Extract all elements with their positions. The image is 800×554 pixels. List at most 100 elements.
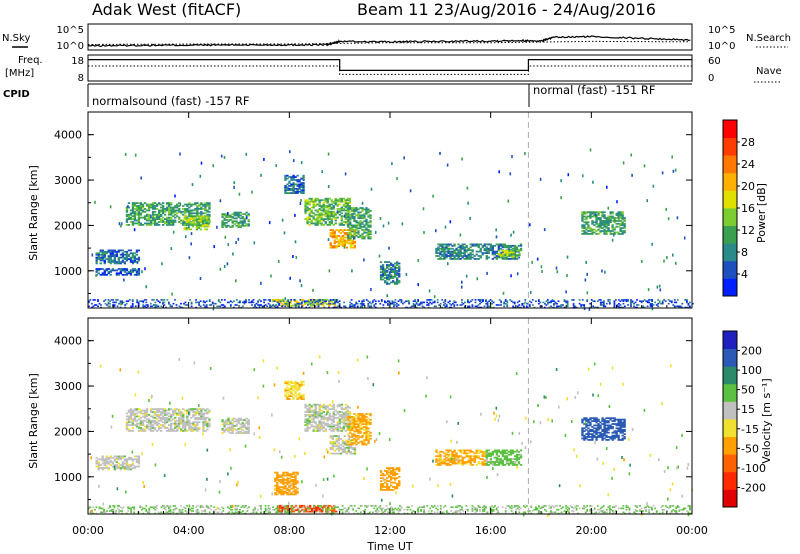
velocity-cell <box>316 412 319 415</box>
velocity-cell <box>355 443 358 446</box>
velocity-cell <box>107 468 110 471</box>
velocity-cell <box>328 415 331 418</box>
power-cell <box>305 300 308 302</box>
power-cell <box>139 222 143 225</box>
velocity-cell <box>188 419 191 422</box>
power-cell <box>589 211 592 214</box>
power-cell <box>623 218 626 221</box>
velocity-cell <box>335 438 338 440</box>
power-cell <box>121 255 124 258</box>
power-cell <box>170 202 173 204</box>
velocity-cell <box>180 430 183 432</box>
power-cell <box>288 192 291 194</box>
power-cell <box>178 209 181 212</box>
power-scatter-dot <box>213 245 215 249</box>
power-cell <box>597 233 600 235</box>
power-cell <box>233 213 236 215</box>
power-cell <box>390 302 392 305</box>
power-cell <box>384 300 386 302</box>
power-scatter-dot <box>510 274 512 278</box>
velocity-cell <box>241 425 244 427</box>
power-cell <box>147 213 151 216</box>
power-cell <box>453 258 456 260</box>
velocity-cell <box>312 418 315 421</box>
power-cell <box>180 302 182 305</box>
power-cell <box>183 228 186 231</box>
power-cell <box>284 189 287 192</box>
power-cell <box>281 303 285 306</box>
velocity-cell <box>294 489 297 491</box>
power-cell <box>619 227 622 229</box>
power-cell <box>121 300 123 302</box>
power-cell <box>314 205 317 207</box>
power-cell <box>583 224 586 227</box>
power-cell <box>585 221 588 224</box>
power-cell <box>286 189 289 192</box>
power-cell <box>178 210 181 213</box>
power-cell <box>279 301 283 304</box>
power-cell <box>137 258 141 260</box>
velocity-cell <box>306 418 309 421</box>
velocity-cell <box>280 479 283 481</box>
velocity-cell <box>340 414 343 416</box>
power-cell <box>153 219 157 222</box>
velocity-cell <box>145 421 149 424</box>
power-cell <box>168 212 171 215</box>
velocity-cell <box>335 443 338 446</box>
velocity-cell <box>318 427 321 429</box>
velocity-cell <box>320 424 323 426</box>
velocity-cell <box>361 417 364 420</box>
velocity-cell <box>320 421 323 424</box>
power-cell <box>129 259 133 262</box>
power-cell <box>347 208 350 211</box>
power-cell <box>473 255 476 257</box>
power-cell <box>170 208 173 210</box>
power-cell <box>613 304 616 306</box>
velocity-cell <box>363 433 366 436</box>
power-scatter-dot <box>123 278 125 282</box>
power-cell <box>349 301 351 304</box>
power-cell <box>220 304 223 306</box>
velocity-cell <box>332 406 335 409</box>
velocity-cell <box>282 507 286 510</box>
power-cell <box>153 205 157 207</box>
power-cell <box>358 300 361 302</box>
power-cell <box>277 300 281 303</box>
power-cell <box>318 205 321 207</box>
power-cell <box>414 300 416 302</box>
velocity-cell <box>343 451 346 453</box>
power-cell <box>208 213 211 216</box>
velocity-cell <box>153 428 157 431</box>
velocity-cell <box>121 461 124 464</box>
power-cell <box>651 300 653 302</box>
velocity-cell <box>398 470 401 472</box>
power-cell <box>318 200 321 203</box>
velocity-cell <box>192 430 195 432</box>
power-cell <box>345 236 348 239</box>
velocity-cell <box>278 490 281 493</box>
power-cell <box>156 205 159 207</box>
power-cell <box>204 218 207 220</box>
power-cell <box>128 299 131 301</box>
power-cell <box>330 213 333 216</box>
velocity-cell <box>453 453 456 456</box>
power-cell <box>501 258 504 260</box>
velocity-cell <box>338 414 341 416</box>
power-cell <box>206 213 209 216</box>
power-scatter-dot <box>467 201 469 205</box>
power-cell <box>531 304 534 306</box>
power-cell <box>605 220 608 222</box>
power-cell <box>453 249 456 252</box>
power-cell <box>342 224 345 226</box>
velocity-cell <box>342 422 345 425</box>
power-cell <box>131 206 135 209</box>
power-cell <box>199 216 202 219</box>
velocity-cell <box>278 486 281 488</box>
power-cell <box>322 199 325 202</box>
power-cell <box>284 174 287 177</box>
power-cell <box>355 214 358 217</box>
power-cell <box>113 250 116 253</box>
velocity-cell <box>221 429 224 432</box>
power-scatter-dot <box>498 170 500 174</box>
power-cell <box>557 305 560 308</box>
